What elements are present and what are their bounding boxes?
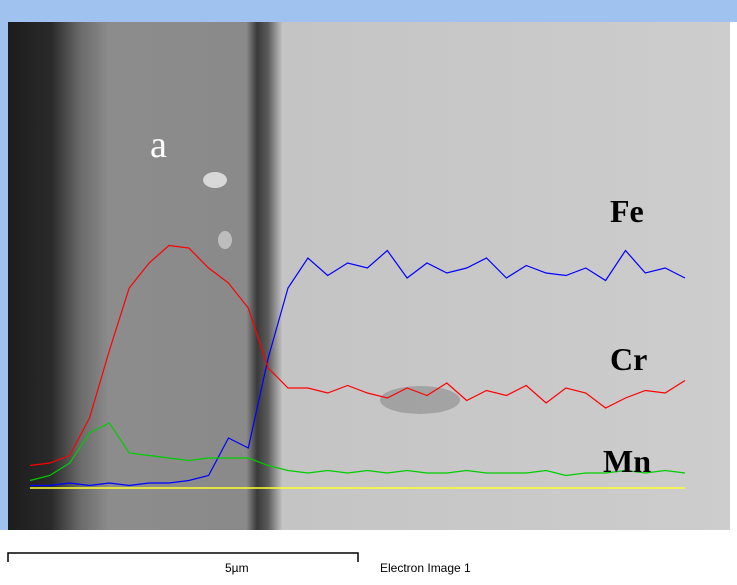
region-label: a xyxy=(150,124,167,166)
series-label: Cr xyxy=(610,341,647,377)
series-label: Fe xyxy=(610,193,644,229)
chart: a Fe Cr Mn 5µm Electron Image 1 xyxy=(0,0,737,585)
left-border xyxy=(0,0,8,530)
particle xyxy=(203,172,227,188)
particle xyxy=(218,231,232,249)
top-border xyxy=(0,0,737,22)
page: a FeCrMn 5µm Electron Image 1 (() => { c… xyxy=(0,0,737,585)
scale-label: 5µm xyxy=(225,561,249,575)
series-label: Mn xyxy=(603,443,651,479)
caption: Electron Image 1 xyxy=(380,561,471,575)
defect xyxy=(380,386,460,414)
